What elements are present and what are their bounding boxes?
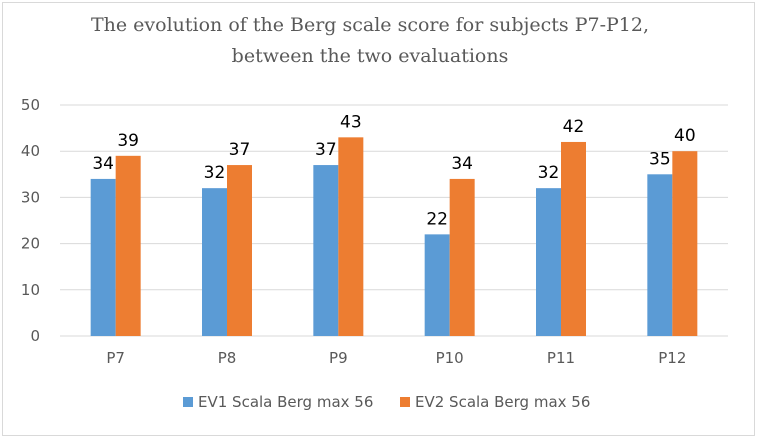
legend-swatch-series-1 (183, 397, 193, 407)
y-tick-label: 0 (30, 327, 40, 345)
y-tick-label: 50 (21, 96, 40, 114)
data-label: 32 (204, 163, 226, 183)
data-label: 37 (315, 140, 337, 160)
x-tick-label: P12 (658, 349, 686, 367)
bar-P9-series-1 (313, 165, 339, 336)
x-tick-label: P7 (106, 349, 125, 367)
x-tick-label: P9 (329, 349, 348, 367)
legend-swatch-series-2 (400, 397, 410, 407)
x-axis-ticks: P7 P8 P9 P10 P11 P12 (106, 349, 686, 367)
x-tick-label: P11 (547, 349, 575, 367)
legend-label-series-2: EV2 Scala Berg max 56 (415, 393, 590, 411)
y-tick-label: 10 (21, 281, 40, 299)
legend-label-series-1: EV1 Scala Berg max 56 (198, 393, 373, 411)
data-label: 40 (674, 126, 696, 146)
y-axis-ticks: 0 10 20 30 40 50 (21, 96, 40, 345)
bar-P10-series-2 (449, 178, 475, 336)
bar-P8-series-2 (227, 165, 252, 336)
chart-title-line-2: between the two evaluations (232, 45, 509, 67)
data-label: 34 (451, 154, 473, 174)
data-label: 32 (538, 163, 560, 183)
x-tick-label: P8 (218, 349, 237, 367)
bar-P11-series-1 (536, 188, 561, 336)
y-tick-label: 30 (21, 188, 40, 206)
gridlines (60, 104, 728, 337)
bar-P7-series-1 (90, 178, 116, 336)
bar-P12-series-1 (647, 174, 673, 336)
data-label: 22 (426, 209, 448, 229)
bar-P11-series-2 (561, 141, 586, 336)
bar-P9-series-2 (338, 137, 364, 336)
data-label: 34 (92, 154, 114, 174)
y-tick-label: 40 (21, 142, 40, 160)
data-label: 42 (563, 117, 585, 137)
bar-P12-series-2 (672, 151, 698, 336)
bar-P8-series-1 (202, 188, 227, 336)
data-label: 37 (229, 140, 251, 160)
x-tick-label: P10 (436, 349, 464, 367)
bar-P10-series-1 (424, 234, 450, 336)
legend: EV1 Scala Berg max 56 EV2 Scala Berg max … (183, 393, 590, 411)
y-tick-label: 20 (21, 235, 40, 253)
bar-P7-series-2 (115, 155, 141, 336)
chart-title-line-1: The evolution of the Berg scale score fo… (91, 14, 649, 36)
data-label: 43 (340, 112, 362, 132)
data-label: 35 (649, 149, 671, 169)
data-label: 39 (117, 131, 139, 151)
